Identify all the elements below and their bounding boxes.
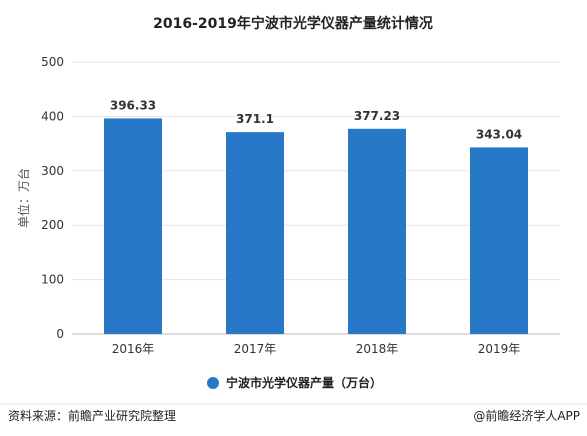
bar	[104, 118, 162, 334]
source-text: 资料来源：前瞻产业研究院整理	[8, 408, 176, 423]
y-tick-label: 500	[41, 55, 64, 69]
x-tick-label: 2017年	[234, 342, 277, 356]
x-tick-label: 2019年	[478, 342, 521, 356]
bar	[226, 132, 284, 334]
y-tick-label: 300	[41, 164, 64, 178]
y-tick-label: 0	[56, 327, 64, 341]
data-label: 377.23	[354, 109, 400, 123]
y-axis-ticks: 0 100 200 300 400 500	[41, 55, 64, 341]
bar	[348, 128, 406, 334]
data-label: 371.1	[236, 112, 274, 126]
y-tick-label: 200	[41, 218, 64, 232]
y-tick-label: 100	[41, 273, 64, 287]
brand-text: @前瞻经济学人APP	[473, 408, 580, 423]
x-tick-label: 2016年	[112, 342, 155, 356]
x-axis-ticks: 2016年 2017年 2018年 2019年	[112, 342, 521, 356]
data-label: 343.04	[476, 127, 522, 141]
x-tick-label: 2018年	[356, 342, 399, 356]
legend-marker	[207, 377, 219, 389]
y-axis-label: 单位：万台	[16, 168, 31, 228]
legend: 宁波市光学仪器产量（万台）	[207, 375, 382, 390]
data-label: 396.33	[110, 98, 156, 112]
bar	[470, 147, 528, 334]
chart-title: 2016-2019年宁波市光学仪器产量统计情况	[153, 15, 433, 32]
legend-label: 宁波市光学仪器产量（万台）	[226, 375, 382, 390]
bars: 396.33 371.1 377.23 343.04	[104, 98, 528, 334]
y-tick-label: 400	[41, 109, 64, 123]
